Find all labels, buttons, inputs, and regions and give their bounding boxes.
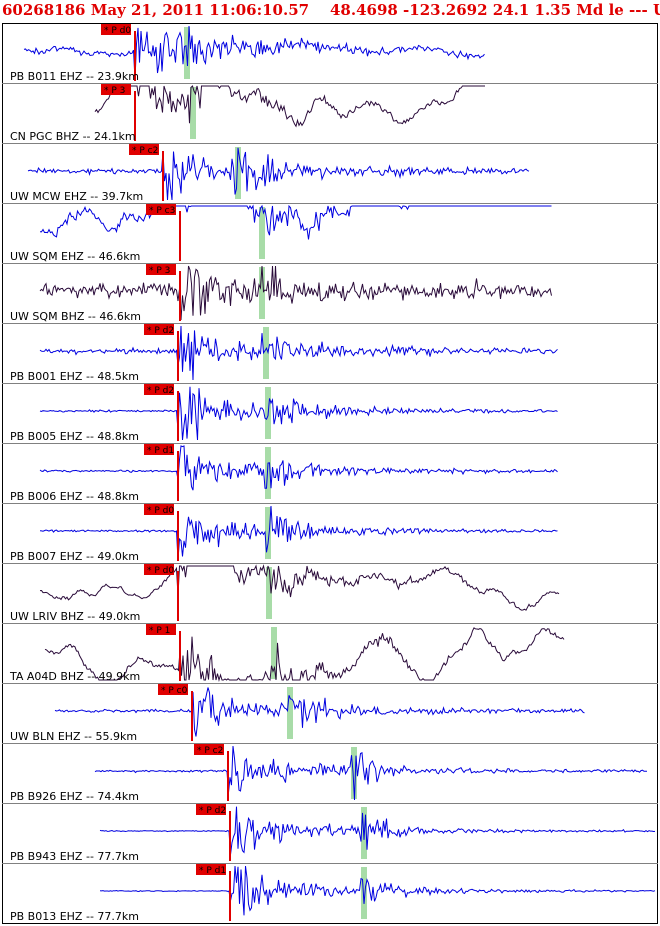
pick-flag (146, 624, 176, 635)
waveform-trace (99, 865, 656, 916)
pick-flag (146, 204, 176, 215)
waveform-trace (44, 627, 565, 682)
trace-label: PB B007 EHZ -- 49.0km (10, 550, 139, 563)
plot-frame (2, 23, 658, 924)
pick-flag (144, 384, 174, 395)
trace-row: * P 3 CN PGC BHZ -- 24.1km (2, 83, 658, 143)
pick-flag (144, 324, 174, 335)
trace-label: PB B005 EHZ -- 48.8km (10, 430, 139, 443)
trace-label: CN PGC BHZ -- 24.1km (10, 130, 136, 143)
event-location: 48.4698 -123.2692 24.1 1.35 Md le --- UW… (329, 1, 660, 19)
trace-row: * P c0 UW BLN EHZ -- 55.9km (2, 683, 658, 743)
waveform-trace (94, 85, 485, 128)
s-window-marker (271, 627, 277, 679)
pick-label: * P 1 (149, 626, 170, 636)
trace-row: * P 1 TA A04D BHZ -- 49.9km (2, 623, 658, 683)
waveform-trace (27, 147, 530, 201)
trace-label: PB B013 EHZ -- 77.7km (10, 910, 139, 923)
trace-label: UW SQM EHZ -- 46.6km (10, 250, 140, 263)
pick-flag (101, 24, 131, 35)
trace-row: * P d2 PB B005 EHZ -- 48.8km (2, 383, 658, 443)
pick-flag (196, 804, 226, 815)
pick-label: * P c3 (149, 206, 175, 216)
trace-row: * P 3 UW SQM BHZ -- 46.6km (2, 263, 658, 323)
trace-label: TA A04D BHZ -- 49.9km (9, 670, 140, 683)
waveform-trace (39, 505, 558, 561)
trace-row: * P c2 UW MCW EHZ -- 39.7km (2, 143, 658, 203)
waveform-trace (39, 564, 560, 611)
s-window-marker (361, 867, 367, 919)
trace-label: PB B011 EHZ -- 23.9km (10, 70, 139, 83)
s-window-marker (259, 267, 265, 319)
trace-label: PB B926 EHZ -- 74.4km (10, 790, 139, 803)
waveform-trace (39, 325, 558, 381)
pick-flag (146, 264, 176, 275)
event-header: 60268186 May 21, 2011 11:06:10.57 48.469… (0, 0, 660, 22)
s-window-marker (265, 507, 271, 559)
pick-label: * P d2 (147, 326, 174, 336)
trace-row: * P d2 PB B001 EHZ -- 48.5km (2, 323, 658, 383)
pick-label: * P 3 (104, 86, 125, 96)
s-window-marker (287, 687, 293, 739)
waveform-trace (99, 806, 656, 855)
pick-flag (158, 684, 188, 695)
s-window-marker (351, 747, 357, 799)
trace-row: * P c2 PB B926 EHZ -- 74.4km (2, 743, 658, 803)
pick-label: * P d1 (147, 446, 174, 456)
trace-row: * P d0 UW LRIV BHZ -- 49.0km (2, 563, 658, 623)
pick-flag (194, 744, 224, 755)
event-datetime: May 21, 2011 11:06:10.57 (90, 1, 310, 19)
event-id: 60268186 (2, 1, 86, 19)
pick-label: * P d2 (199, 806, 226, 816)
waveform-trace (39, 386, 558, 441)
pick-flag (129, 144, 159, 155)
s-window-marker (263, 327, 269, 379)
pick-label: * P d0 (147, 566, 174, 576)
trace-row: * P d2 PB B943 EHZ -- 77.7km (2, 803, 658, 863)
pick-label: * P c2 (197, 746, 223, 756)
waveform-trace (54, 687, 585, 737)
pick-flag (196, 864, 226, 875)
trace-label: UW SQM BHZ -- 46.6km (10, 310, 141, 323)
trace-label: PB B001 EHZ -- 48.5km (10, 370, 139, 383)
pick-label: * P d2 (147, 386, 174, 396)
trace-row: * P d0 PB B011 EHZ -- 23.9km (10, 24, 485, 83)
waveform-trace (39, 445, 558, 491)
pick-label: * P d0 (147, 506, 174, 516)
pick-label: * P c0 (161, 686, 188, 696)
s-window-marker (259, 207, 265, 259)
pick-label: * P 3 (149, 266, 170, 276)
trace-label: UW BLN EHZ -- 55.9km (10, 730, 137, 743)
pick-flag (144, 504, 174, 515)
pick-label: * P d0 (104, 26, 131, 36)
trace-label: PB B006 EHZ -- 48.8km (10, 490, 139, 503)
pick-label: * P c2 (132, 146, 158, 156)
s-window-marker (190, 87, 196, 139)
trace-label: UW MCW EHZ -- 39.7km (10, 190, 143, 203)
pick-flag (144, 444, 174, 455)
pick-label: * P d1 (199, 866, 226, 876)
waveform-trace (94, 745, 648, 801)
s-window-marker (265, 447, 271, 499)
pick-flag (101, 84, 131, 95)
trace-row: * P d1 PB B013 EHZ -- 77.7km (2, 863, 658, 923)
waveform-trace (39, 204, 552, 240)
s-window-marker (266, 567, 272, 619)
trace-row: * P d1 PB B006 EHZ -- 48.8km (2, 443, 658, 503)
trace-row: * P c3 UW SQM EHZ -- 46.6km (2, 203, 658, 263)
pick-flag (144, 564, 174, 575)
trace-label: PB B943 EHZ -- 77.7km (10, 850, 139, 863)
s-window-marker (235, 147, 241, 199)
waveform-trace (23, 25, 485, 81)
waveform-trace (39, 265, 552, 321)
trace-row: * P d0 PB B007 EHZ -- 49.0km (2, 503, 658, 563)
trace-label: UW LRIV BHZ -- 49.0km (10, 610, 140, 623)
